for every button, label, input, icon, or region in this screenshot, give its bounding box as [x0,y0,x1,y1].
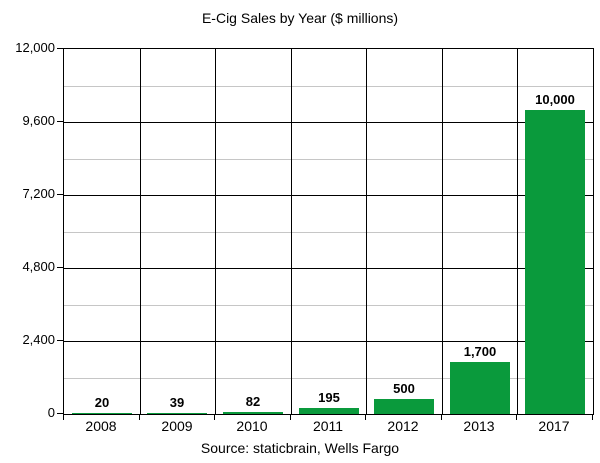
x-tick-mark [214,414,215,420]
major-gridline [64,195,593,196]
x-tick-mark [365,414,366,420]
y-tick-label: 7,200 [22,186,55,201]
bar [147,413,207,414]
x-tick-mark [441,414,442,420]
major-gridline [64,341,593,342]
y-tick-label: 2,400 [22,332,55,347]
y-tick-mark [57,48,63,49]
column-separator [366,49,367,414]
source-note: Source: staticbrain, Wells Fargo [200,440,400,456]
y-tick-mark [57,340,63,341]
y-tick-label: 0 [47,405,55,420]
major-gridline [64,268,593,269]
bar-value-label: 82 [245,394,261,409]
bar [525,110,585,414]
bar [72,413,132,414]
x-tick-label: 2011 [312,418,344,434]
column-separator [517,49,518,414]
x-tick-mark [592,414,593,420]
column-separator [442,49,443,414]
minor-gridline [64,304,593,306]
y-tick-label: 12,000 [15,40,55,55]
y-tick-mark [57,267,63,268]
bar-value-label: 39 [169,395,185,410]
minor-gridline [64,377,593,379]
bar [450,362,510,414]
y-tick-label: 4,800 [22,259,55,274]
bar [374,399,434,414]
y-tick-mark [57,413,63,414]
x-tick-label: 2013 [463,418,495,434]
bar [223,412,283,414]
x-tick-mark [290,414,291,420]
x-tick-label: 2009 [161,418,193,434]
column-separator [140,49,141,414]
bar-value-label: 500 [393,381,415,396]
x-tick-label: 2008 [85,418,117,434]
bar [299,408,359,414]
x-tick-mark [139,414,140,420]
bar-value-label: 10,000 [535,92,575,107]
y-tick-mark [57,121,63,122]
column-separator [291,49,292,414]
y-tick-mark [57,194,63,195]
minor-gridline [64,158,593,160]
x-tick-label: 2017 [538,418,570,434]
bar-value-label: 1,700 [463,344,497,359]
x-tick-label: 2012 [387,418,419,434]
minor-gridline [64,85,593,87]
minor-gridline [64,231,593,233]
x-tick-mark [63,414,64,420]
chart-title: E-Cig Sales by Year ($ millions) [201,10,399,26]
y-tick-label: 9,600 [22,113,55,128]
x-tick-label: 2010 [236,418,268,434]
column-separator [215,49,216,414]
plot-area: 20 39 82 195 500 1,700 10,000 [63,48,594,415]
major-gridline [64,122,593,123]
bar-value-label: 195 [318,390,340,405]
x-tick-mark [516,414,517,420]
bar-value-label: 20 [94,395,110,410]
